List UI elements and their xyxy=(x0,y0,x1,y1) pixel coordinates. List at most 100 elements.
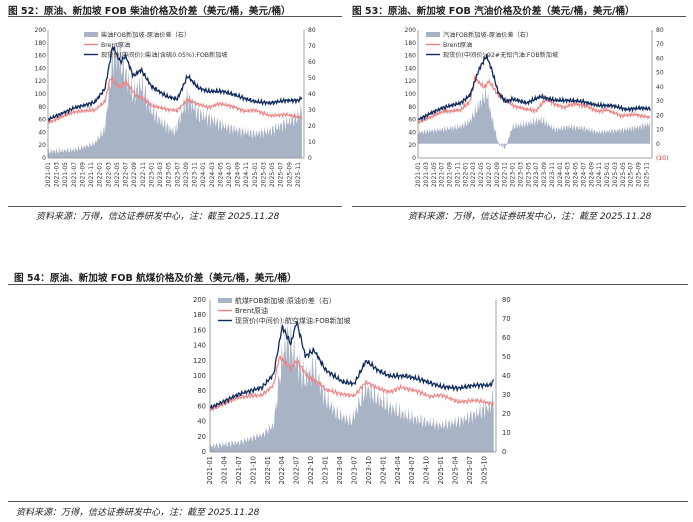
left-tick-label: 40 xyxy=(38,129,46,136)
x-tick-label: 2025-10 xyxy=(480,456,488,484)
legend-swatch-spread xyxy=(218,298,232,303)
left-tick-label: 120 xyxy=(405,78,417,85)
figure-53-title: 图 53：原油、新加坡 FOB 汽油价格及价差（美元/桶，美元/桶） xyxy=(352,6,635,17)
x-tick-label: 2025-05 xyxy=(620,162,627,187)
legend-swatch-spread xyxy=(84,32,98,37)
x-tick-label: 2025-03 xyxy=(612,162,619,187)
left-tick-label: 200 xyxy=(405,27,417,34)
x-tick-label: 2024-01 xyxy=(379,456,387,484)
figure-52-source: 资料来源：万得，信达证券研发中心，注：截至 2025.11.28 xyxy=(36,212,280,222)
right-tick-label: 80 xyxy=(308,27,316,34)
series-line-product xyxy=(417,53,651,122)
x-tick-label: 2025-01 xyxy=(604,162,611,187)
x-tick-label: 2021-07 xyxy=(235,456,243,484)
x-tick-label: 2022-01 xyxy=(97,162,104,187)
right-tick-label: 70 xyxy=(502,315,511,323)
x-tick-label: 2022-09 xyxy=(494,162,501,187)
x-tick-label: 2021-01 xyxy=(415,162,422,187)
x-tick-label: 2021-07 xyxy=(439,162,446,187)
x-tick-label: 2023-10 xyxy=(365,456,373,484)
right-tick-label: 30 xyxy=(656,98,664,105)
right-tick-label: 40 xyxy=(308,91,316,98)
x-tick-label: 2024-05 xyxy=(573,162,580,187)
x-tick-label: 2023-09 xyxy=(183,162,190,187)
x-tick-label: 2025-11 xyxy=(644,162,651,187)
left-tick-label: 160 xyxy=(405,53,417,60)
x-tick-label: 2023-01 xyxy=(322,456,330,484)
legend-label: Brent原油 xyxy=(443,41,472,49)
figure-54-chart: 0 20 40 60 80 100 120 140 160 180 200 0 10 20 30 40 50 60… xyxy=(193,296,511,484)
x-tick-label: 2022-07 xyxy=(486,162,493,187)
legend-label: 柴油FOB新加坡-原油价差（右） xyxy=(101,31,190,39)
x-tick-label: 2022-07 xyxy=(123,162,130,187)
x-tick-label: 2023-04 xyxy=(336,456,344,484)
x-tick-label: 2024-07 xyxy=(408,456,416,484)
legend-label: 现货价(中间价):92#无铅汽油:FOB新加坡 xyxy=(443,51,558,59)
legend-label: 航煤FOB新加坡-原油价差（右） xyxy=(235,296,336,305)
x-tick-label: 2021-04 xyxy=(220,456,228,484)
figure-53-chart: 0 20 40 60 80 100 120 140 160 180 200 (10) 0 10 20 30 40… xyxy=(405,27,669,187)
right-tick-label: 80 xyxy=(656,27,664,34)
x-tick-label: 2025-05 xyxy=(269,162,276,187)
right-tick-label: 30 xyxy=(502,391,511,399)
x-tick-label: 2024-03 xyxy=(565,162,572,187)
legend-label: 现货价(中间价):柴油(含硫0.05%):FOB新加坡 xyxy=(101,51,228,59)
figure-53-source: 资料来源：万得，信达证券研发中心，注：截至 2025.11.28 xyxy=(408,212,652,222)
left-tick-label: 120 xyxy=(193,357,206,365)
x-tick-label: 2021-09 xyxy=(447,162,454,187)
left-tick-label: 60 xyxy=(408,117,416,124)
x-tick-label: 2024-09 xyxy=(588,162,595,187)
x-tick-label: 2021-01 xyxy=(206,456,214,484)
left-tick-label: 80 xyxy=(38,104,46,111)
x-tick-label: 2021-05 xyxy=(62,162,69,187)
right-tick-label: 20 xyxy=(656,112,664,119)
right-tick-label: 50 xyxy=(308,75,316,82)
right-tick-label: 0 xyxy=(308,155,312,162)
left-tick-label: 100 xyxy=(35,91,47,98)
x-tick-label: 2023-11 xyxy=(192,162,199,187)
right-tick-label: (10) xyxy=(656,155,668,162)
x-tick-label: 2022-10 xyxy=(307,456,315,484)
figure-52-source-rule xyxy=(8,206,342,207)
x-tick-label: 2025-09 xyxy=(286,162,293,187)
left-tick-label: 200 xyxy=(193,296,206,304)
right-tick-label: 50 xyxy=(656,70,664,77)
x-tick-label: 2023-07 xyxy=(350,456,358,484)
left-tick-label: 20 xyxy=(38,142,46,149)
legend-label: 现货价(中间价):航空煤油:FOB新加坡 xyxy=(235,316,351,325)
left-tick-label: 120 xyxy=(35,78,47,85)
figure-52-chart: 0 20 40 60 80 100 120 140 160 180 200 0 10 20 30 40 50 60… xyxy=(35,27,316,187)
right-tick-label: 60 xyxy=(308,59,316,66)
series-line-brent xyxy=(417,74,651,124)
right-tick-label: 60 xyxy=(502,334,511,342)
series-area-spread xyxy=(48,37,302,158)
x-tick-label: 2024-05 xyxy=(217,162,224,187)
series-area-spread xyxy=(210,324,494,452)
x-tick-label: 2022-11 xyxy=(502,162,509,187)
left-tick-label: 80 xyxy=(197,387,206,395)
right-tick-label: 10 xyxy=(656,127,664,134)
x-tick-label: 2021-03 xyxy=(423,162,430,187)
x-tick-label: 2023-07 xyxy=(533,162,540,187)
right-tick-label: 10 xyxy=(308,139,316,146)
legend-swatch-spread xyxy=(426,32,440,37)
x-tick-label: 2025-07 xyxy=(278,162,285,187)
left-tick-label: 20 xyxy=(408,142,416,149)
x-tick-label: 2023-05 xyxy=(166,162,173,187)
left-tick-label: 200 xyxy=(35,27,47,34)
series-line-product xyxy=(209,320,495,410)
x-tick-label: 2024-11 xyxy=(243,162,250,187)
x-tick-label: 2024-10 xyxy=(423,456,431,484)
series-area-spread xyxy=(418,80,651,150)
left-tick-label: 180 xyxy=(193,311,206,319)
x-tick-label: 2022-01 xyxy=(264,456,272,484)
right-tick-label: 20 xyxy=(502,410,511,418)
x-tick-label: 2023-05 xyxy=(525,162,532,187)
x-tick-label: 2024-07 xyxy=(226,162,233,187)
x-tick-label: 2021-03 xyxy=(54,162,61,187)
right-tick-label: 20 xyxy=(308,123,316,130)
right-tick-label: 60 xyxy=(656,55,664,62)
left-tick-label: 140 xyxy=(193,342,206,350)
figure-54-title-rule xyxy=(8,284,688,285)
x-tick-label: 2025-03 xyxy=(261,162,268,187)
